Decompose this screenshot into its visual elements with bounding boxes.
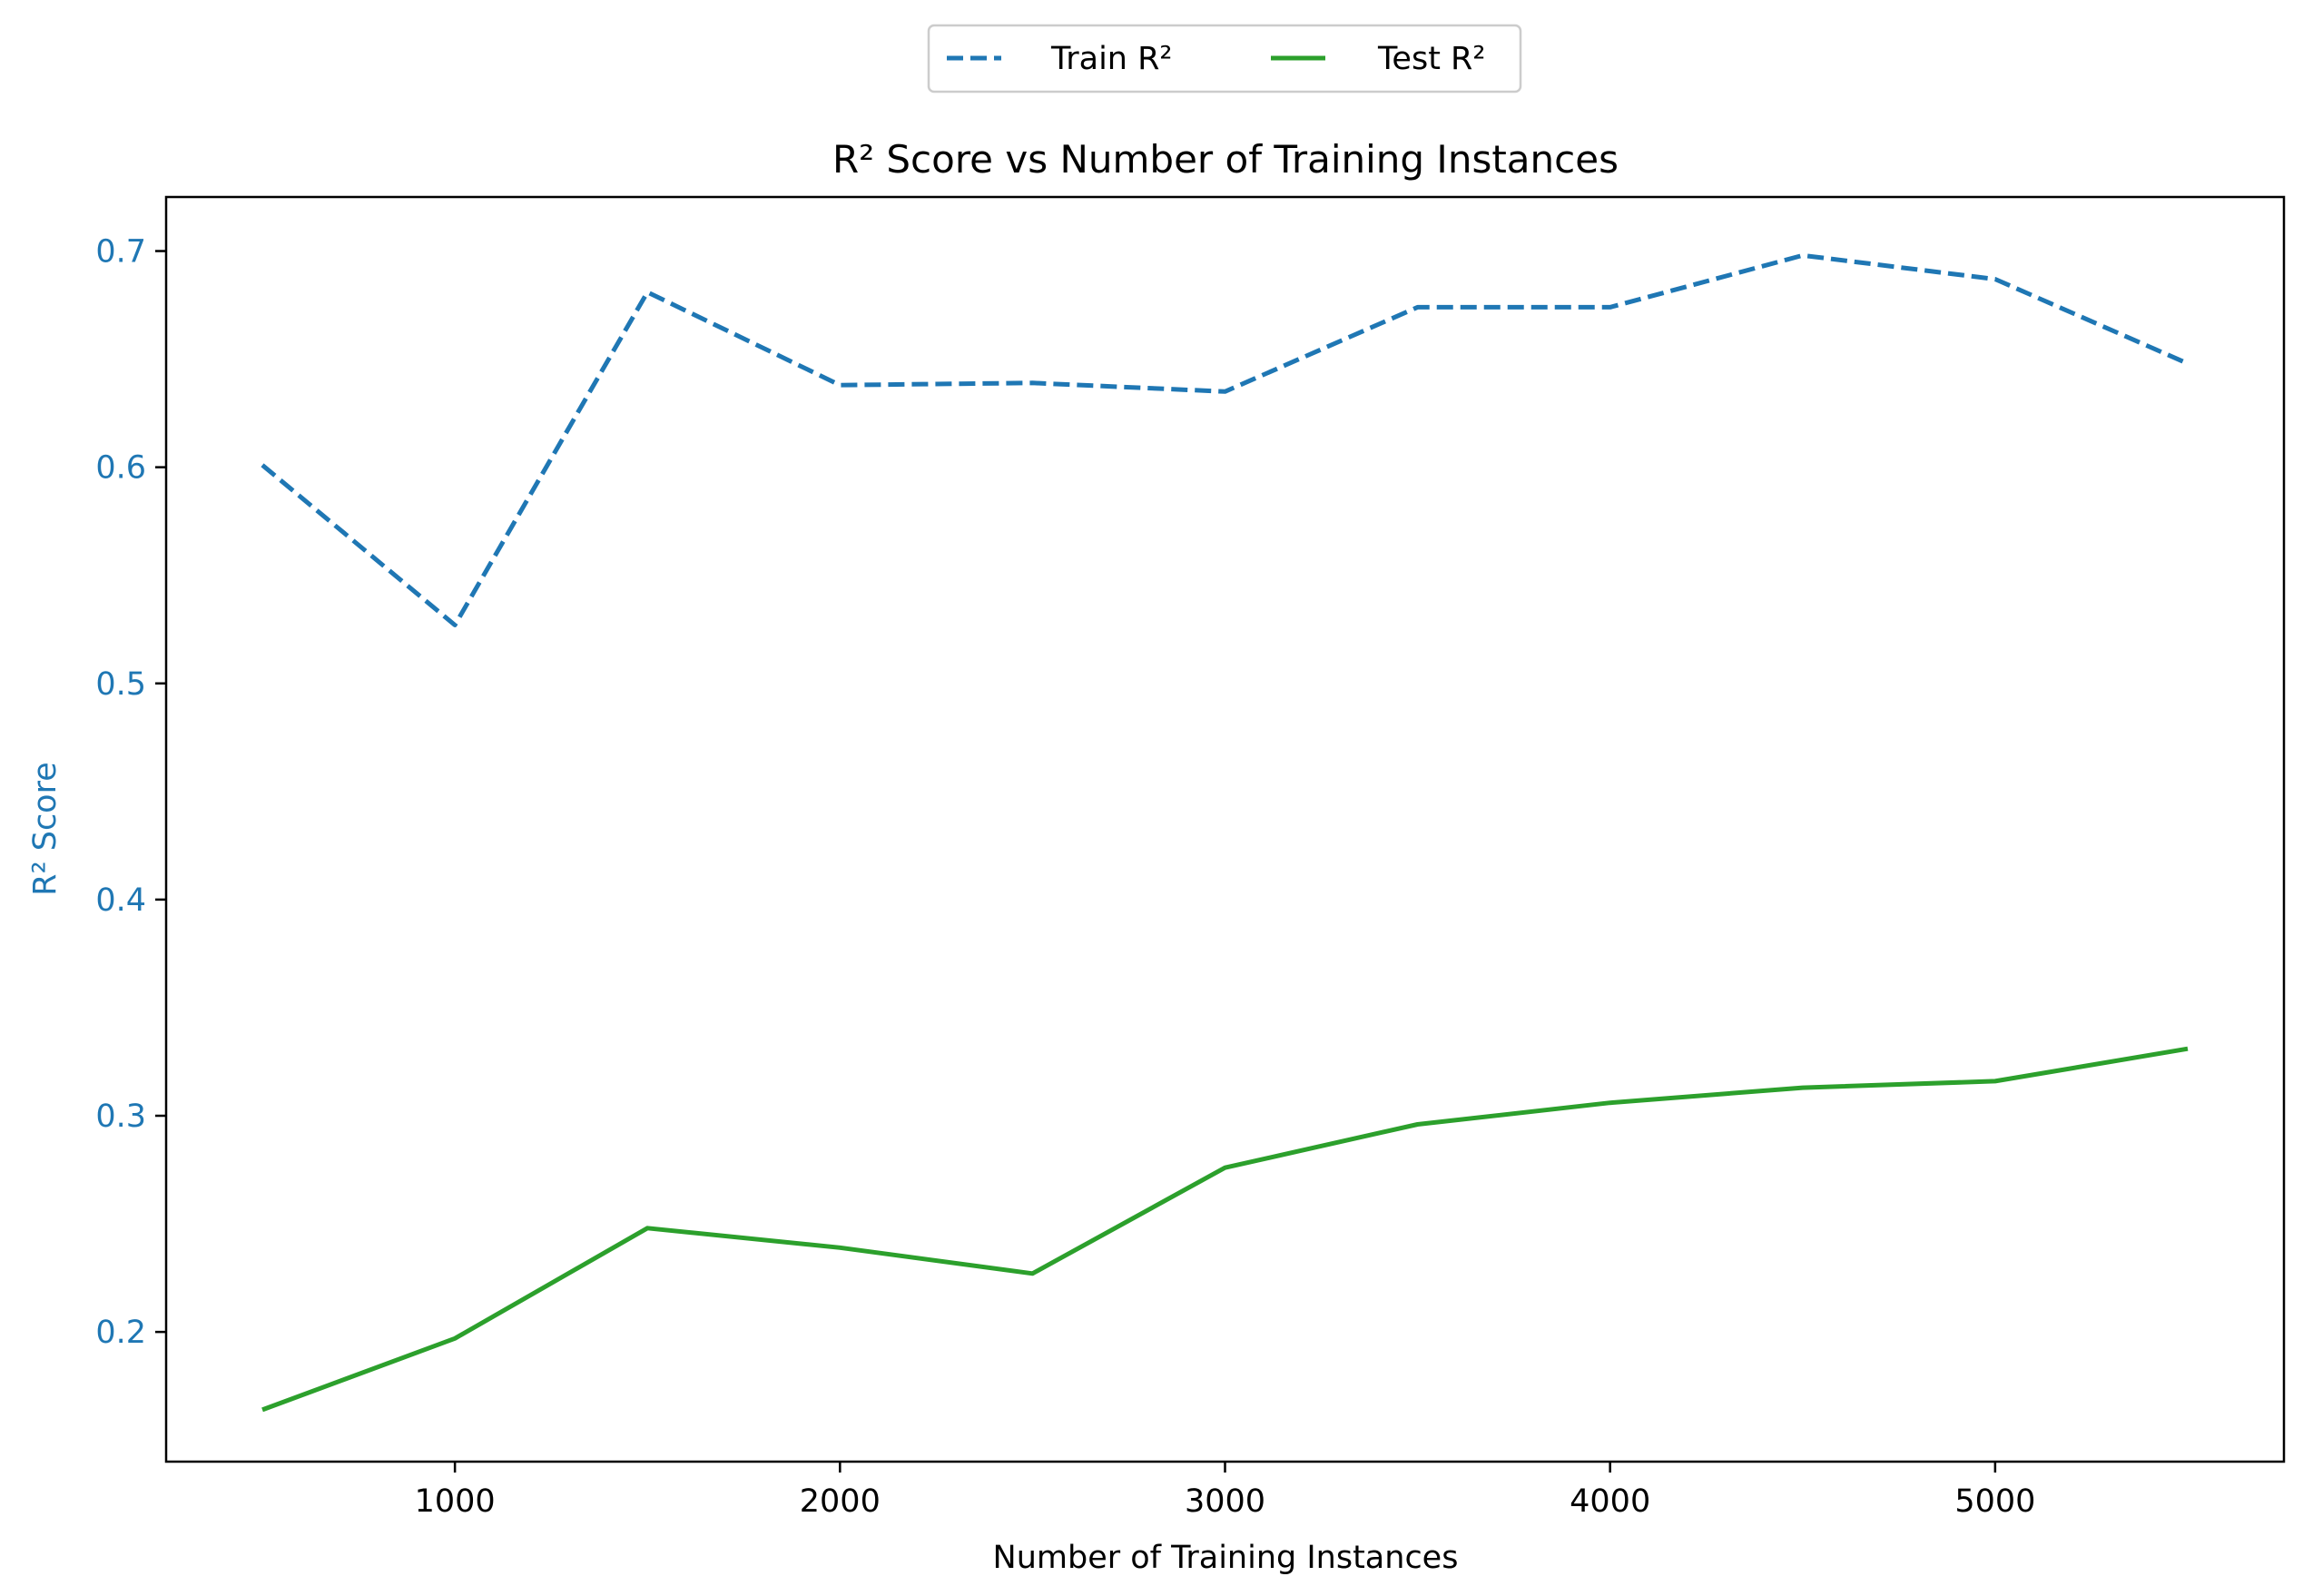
x-tick-label: 4000 (1570, 1483, 1650, 1520)
y-tick-label: 0.4 (95, 882, 146, 919)
x-tick-label: 1000 (415, 1483, 496, 1520)
x-tick-label: 2000 (800, 1483, 881, 1520)
legend: Train R² Test R² (927, 24, 1522, 94)
legend-label-test: Test R² (1377, 41, 1485, 77)
chart-title: R² Score vs Number of Training Instances (832, 137, 1619, 182)
y-tick-label: 0.3 (95, 1098, 146, 1135)
legend-box (927, 24, 1522, 94)
y-tick-label: 0.2 (95, 1315, 146, 1351)
y-axis: 0.2 0.3 0.4 0.5 0.6 0.7 (95, 234, 166, 1351)
series-line-train (261, 252, 2190, 627)
series-layer (261, 252, 2190, 1413)
series-line-test (261, 1046, 2189, 1413)
y-axis-label: R² Score (27, 762, 64, 896)
x-axis: 1000 2000 3000 4000 5000 (415, 1462, 2035, 1520)
x-tick-label: 3000 (1185, 1483, 1265, 1520)
y-tick-label: 0.7 (95, 234, 146, 271)
x-tick-label: 5000 (1954, 1483, 2035, 1520)
y-tick-label: 0.5 (95, 666, 146, 703)
legend-label-train: Train R² (1050, 41, 1172, 77)
y-tick-label: 0.6 (95, 450, 146, 487)
x-axis-label: Number of Training Instances (993, 1540, 1459, 1576)
